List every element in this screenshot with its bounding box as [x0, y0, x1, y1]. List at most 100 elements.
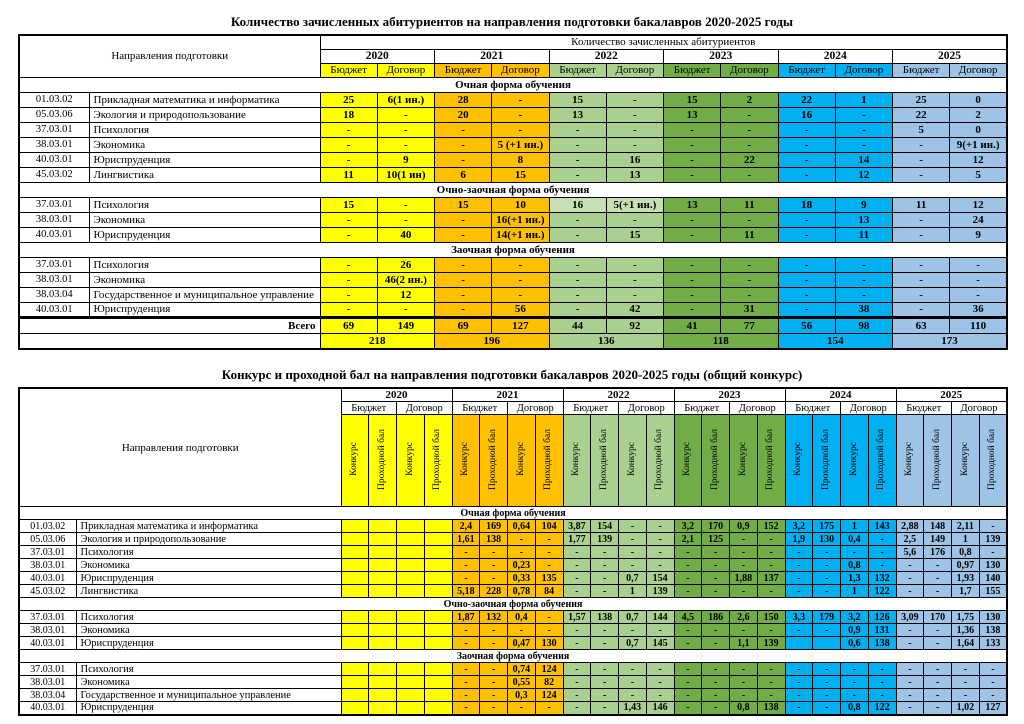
- t1-cell: -: [662, 271, 722, 288]
- t2-row-name: Экономика: [75, 558, 342, 572]
- t2-cell: -: [895, 662, 925, 676]
- t2-cell: 3,2: [840, 610, 869, 624]
- t2-row-code: 45.03.02: [18, 584, 77, 598]
- t1-row-name: Юриспруденция: [88, 151, 321, 168]
- t2-cell: -: [812, 623, 841, 637]
- t2-cell: -: [923, 558, 952, 572]
- t2-cell: -: [812, 662, 841, 676]
- t2-cell: 122: [867, 701, 897, 715]
- t2-cell: 3,2: [784, 519, 814, 533]
- t1-year-total: 218: [319, 332, 435, 350]
- table-row: 40.03.01 Юриспруденция - -0,33 135- -0,7 154- -…: [18, 571, 1008, 585]
- t2-cell: 170: [923, 610, 952, 624]
- t2-cell: 124: [534, 662, 564, 676]
- t1-cell: 24: [949, 211, 1008, 228]
- t2-row-name: Юриспруденция: [75, 571, 342, 585]
- t2-row-code: 40.03.01: [18, 571, 77, 585]
- t2-cell: -: [729, 662, 758, 676]
- t2-row-name: Экономика: [75, 623, 342, 637]
- t2-cell: [423, 532, 453, 546]
- t2-cell: -: [451, 675, 481, 689]
- t2-cell: -: [590, 688, 619, 702]
- t1-cell: -: [319, 226, 378, 243]
- t1-cell: 14: [834, 151, 894, 168]
- t1-row-name: Психология: [88, 256, 321, 273]
- t2-cell: -: [451, 688, 481, 702]
- table-row: 40.03.01 Юриспруденция - - -56-42-31-38-36: [18, 301, 1008, 318]
- t2-section-header: Очно-заочная форма обучения: [18, 597, 1008, 611]
- t1-total-cell: 77: [720, 315, 779, 334]
- t1-cell: -: [834, 256, 894, 273]
- table-row: 40.03.01 Юриспруденция - - - - - -1,43 146- -0,8 1…: [18, 701, 1008, 715]
- t2-cell: 175: [812, 519, 841, 533]
- t2-cell: -: [479, 571, 508, 585]
- t2-cell: 0,23: [507, 558, 536, 572]
- page: { "years": ["2020","2021","2022","2023",…: [0, 14, 1024, 724]
- t1-row-code: 05.03.06: [18, 106, 90, 123]
- t1-cell: 15: [662, 91, 722, 108]
- t2-cell: -: [729, 558, 758, 572]
- t2-cell: 1,75: [951, 610, 980, 624]
- t2-row-code: 01.03.02: [18, 519, 77, 533]
- t1-row-code: 40.03.01: [18, 151, 90, 168]
- t1-cell: -: [777, 256, 836, 273]
- t2-cell: -: [729, 623, 758, 637]
- t2-cell: [340, 701, 370, 715]
- t1-section-header: Заочная форма обучения: [18, 241, 1008, 258]
- t2-cell: -: [507, 701, 536, 715]
- t2-cell: 0,8: [840, 701, 869, 715]
- t1-cell: -: [720, 106, 779, 123]
- t1-cell: -: [548, 256, 607, 273]
- t2-cell: [340, 688, 370, 702]
- t1-year-total: 196: [434, 332, 550, 350]
- t1-cell: 9: [834, 196, 894, 213]
- t2-cell: -: [701, 584, 730, 598]
- t1-cell: 11: [834, 226, 894, 243]
- t1-total-cell: 69: [433, 315, 493, 334]
- t1-row-code: 40.03.01: [18, 226, 90, 243]
- t2-row-name: Лингвистика: [75, 584, 342, 598]
- t1-cell: 5: [949, 166, 1008, 183]
- t1-row-name: Прикладная математика и информатика: [88, 91, 321, 108]
- t2-cell: -: [590, 545, 619, 559]
- t2-row-name: Юриспруденция: [75, 701, 342, 715]
- t2-cell: -: [812, 571, 841, 585]
- t1-year-2025: 2025: [892, 48, 1008, 64]
- t2-cell: -: [451, 623, 481, 637]
- t2-row-code: 37.03.01: [18, 610, 77, 624]
- t2-cell: -: [840, 688, 869, 702]
- t2-row-code: 38.03.04: [18, 688, 77, 702]
- t1-cell: 14(+1 ин.): [491, 226, 550, 243]
- t1-cell: 22: [720, 151, 779, 168]
- t2-cell: -: [812, 688, 841, 702]
- t2-cell: 228: [479, 584, 508, 598]
- t1-cell: -: [605, 271, 665, 288]
- t2-cell: 169: [479, 519, 508, 533]
- t2-cell: 0,4: [840, 532, 869, 546]
- t1-cell: 1: [834, 91, 894, 108]
- t2-cell: -: [840, 545, 869, 559]
- t2-cell: 4,5: [673, 610, 703, 624]
- t2-cell: 148: [923, 519, 952, 533]
- t1-cell: -: [605, 211, 665, 228]
- t1-cell: 9: [949, 226, 1008, 243]
- t2-cell: 104: [534, 519, 564, 533]
- t1-cell: 36: [949, 301, 1008, 318]
- t2-cell: 2,5: [895, 532, 925, 546]
- t1-cell: -: [491, 271, 550, 288]
- t2-cell: [368, 662, 397, 676]
- t1-cell: 13: [605, 166, 665, 183]
- t2-cell: 3,09: [895, 610, 925, 624]
- t1-cell: -: [433, 226, 493, 243]
- t1-cell: -: [777, 136, 836, 153]
- t2-cell: -: [812, 584, 841, 598]
- t2-cell: 1: [618, 584, 647, 598]
- t1-row-code: 37.03.01: [18, 196, 90, 213]
- t1-corner-header: Направления подготовки: [18, 34, 321, 78]
- t2-cell: [368, 519, 397, 533]
- t2-cell: [368, 701, 397, 715]
- t2-cell: -: [673, 545, 703, 559]
- t2-cell: -: [812, 675, 841, 689]
- t1-cell: 5 (+1 ин.): [491, 136, 550, 153]
- t2-cell: [340, 519, 370, 533]
